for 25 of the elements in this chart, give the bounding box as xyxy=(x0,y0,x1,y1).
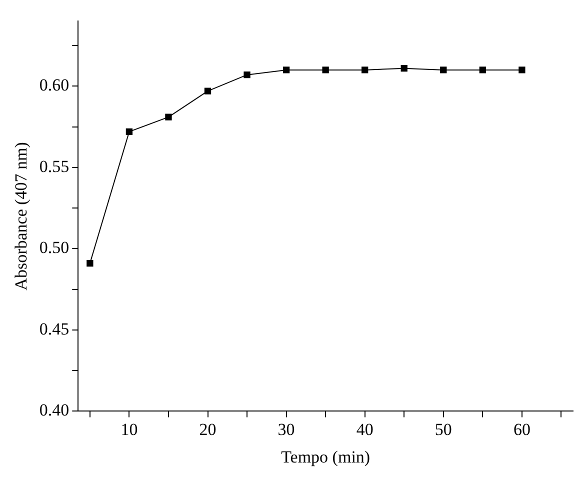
point xyxy=(86,260,94,267)
x-tick-label: 20 xyxy=(199,420,216,439)
point xyxy=(244,71,250,78)
point xyxy=(440,66,447,74)
point xyxy=(282,66,290,74)
point xyxy=(126,128,133,136)
y-tick-label: 0.45 xyxy=(39,319,70,338)
point xyxy=(165,114,172,120)
point xyxy=(400,64,408,72)
point xyxy=(362,66,368,74)
y-tick-label: 0.40 xyxy=(39,400,70,420)
y-axis-title: Absorbance (407 nm) xyxy=(12,142,31,290)
x-tick-label: 60 xyxy=(513,420,530,439)
y-tick-label: 0.55 xyxy=(39,156,70,176)
x-tick-label: 10 xyxy=(120,420,138,439)
point xyxy=(322,66,329,74)
point xyxy=(518,66,526,74)
x-tick-label: 40 xyxy=(356,420,374,439)
x-tick-label: 50 xyxy=(434,420,452,439)
x-tick-label: 30 xyxy=(278,420,295,439)
point xyxy=(479,66,486,74)
point xyxy=(204,88,212,94)
y-tick-label: 0.50 xyxy=(39,238,70,258)
x-axis-title: Tempo (min) xyxy=(281,447,370,466)
y-tick-label: 0.60 xyxy=(39,76,70,95)
